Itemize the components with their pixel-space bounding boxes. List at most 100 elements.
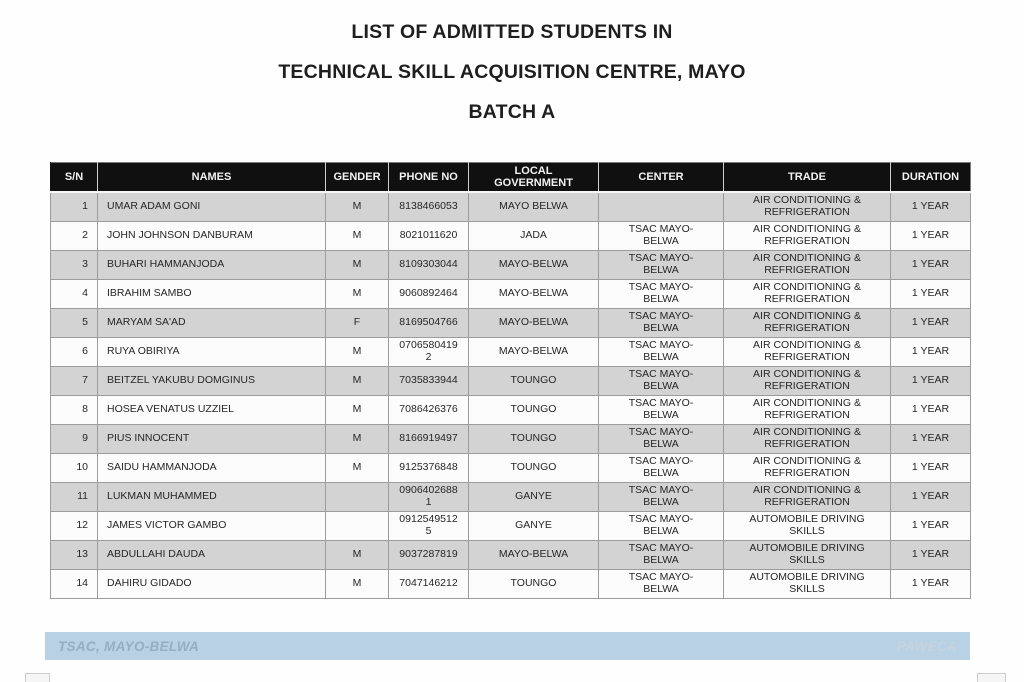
cell-text: 1 YEAR	[911, 431, 950, 444]
cell-text: GANYE	[515, 489, 552, 502]
cell-text: 1 YEAR	[911, 518, 950, 531]
table-row: 10 SAIDU HAMMANJODA M 9125376848 TOUNGO TSAC …	[50, 452, 971, 483]
cell-text: BUHARI HAMMANJODA	[107, 257, 225, 270]
cell-duration: 1 YEAR	[890, 510, 971, 541]
cell-duration: 1 YEAR	[890, 307, 971, 338]
cell-text: 8138466053	[399, 200, 458, 212]
cell-lg: TOUNGO	[468, 394, 599, 425]
cell-text: TSAC MAYO-BELWA	[628, 426, 694, 450]
column-header-trade: TRADE	[723, 162, 891, 193]
cell-text: M	[352, 402, 362, 415]
cell-names: LUKMAN MUHAMMED	[97, 481, 326, 512]
cell-text: AIR CONDITIONING & REFRIGERATION	[753, 368, 861, 392]
header-text: LOCAL GOVERNMENT	[494, 165, 573, 189]
cell-text: TOUNGO	[510, 431, 557, 444]
cell-phone: 07065804192	[388, 336, 469, 367]
table-row: 4 IBRAHIM SAMBO M 9060892464 MAYO-BELWA TSAC …	[50, 278, 971, 309]
header-text: NAMES	[191, 171, 232, 183]
cell-text: 3	[82, 257, 88, 270]
cell-trade: AIR CONDITIONING & REFRIGERATION	[723, 249, 891, 280]
cell-text: M	[352, 228, 362, 241]
cell-text: MAYO-BELWA	[498, 315, 569, 328]
cell-text: 1 YEAR	[911, 286, 950, 299]
cell-text: M	[352, 431, 362, 444]
cell-center: TSAC MAYO-BELWA	[598, 568, 724, 599]
table-row: 5 MARYAM SA'AD F 8169504766 MAYO-BELWA TSAC M…	[50, 307, 971, 338]
cell-text: 7086426376	[399, 402, 458, 415]
cell-duration: 1 YEAR	[890, 394, 971, 425]
column-header-sn: S/N	[50, 162, 98, 193]
cell-text: 07065804192	[399, 339, 458, 363]
cell-text: AIR CONDITIONING & REFRIGERATION	[753, 455, 861, 479]
table-row: 8 HOSEA VENATUS UZZIEL M 7086426376 TOUNGO TS…	[50, 394, 971, 425]
cell-text: MAYO-BELWA	[498, 257, 569, 270]
cell-lg: GANYE	[468, 481, 599, 512]
cell-phone: 8109303044	[388, 249, 469, 280]
header-text: S/N	[64, 171, 84, 183]
cell-sn: 11	[50, 481, 98, 512]
table-row: 14 DAHIRU GIDADO M 7047146212 TOUNGO TSAC MAY…	[50, 568, 971, 599]
cell-sn: 10	[50, 452, 98, 483]
table-row: 3 BUHARI HAMMANJODA M 8109303044 MAYO-BELWA T…	[50, 249, 971, 280]
cell-text: IBRAHIM SAMBO	[107, 286, 192, 299]
cell-names: MARYAM SA'AD	[97, 307, 326, 338]
header-text: PHONE NO	[399, 171, 458, 183]
cell-text: MAYO-BELWA	[498, 344, 569, 357]
cell-lg: TOUNGO	[468, 568, 599, 599]
cell-duration: 1 YEAR	[890, 539, 971, 570]
table-header: S/N NAMES GENDER PHONE NO LOCAL GOVERNME…	[50, 162, 971, 193]
cell-text: 12	[76, 518, 88, 531]
table-row: 2 JOHN JOHNSON DANBURAM M 8021011620 JADA TSA…	[50, 220, 971, 251]
cell-trade: AIR CONDITIONING & REFRIGERATION	[723, 481, 891, 512]
cell-trade: AIR CONDITIONING & REFRIGERATION	[723, 365, 891, 396]
cell-names: BEITZEL YAKUBU DOMGINUS	[97, 365, 326, 396]
cell-names: RUYA OBIRIYA	[97, 336, 326, 367]
cell-text: 2	[82, 228, 88, 241]
cell-text: 1 YEAR	[911, 315, 950, 328]
cell-gender: M	[325, 220, 389, 251]
cell-text: AUTOMOBILE DRIVING SKILLS	[749, 542, 865, 566]
cell-center: TSAC MAYO-BELWA	[598, 278, 724, 309]
cell-text: 9125376848	[399, 460, 458, 473]
cell-center: TSAC MAYO-BELWA	[598, 365, 724, 396]
table-row: 6 RUYA OBIRIYA M 07065804192 MAYO-BELWA TSAC …	[50, 336, 971, 367]
cell-duration: 1 YEAR	[890, 249, 971, 280]
cell-text: TSAC MAYO-BELWA	[628, 281, 694, 305]
column-header-duration: DURATION	[890, 162, 971, 193]
cell-text: TSAC MAYO-BELWA	[628, 455, 694, 479]
cell-text: 6	[82, 344, 88, 357]
cell-gender: M	[325, 249, 389, 280]
header-row: S/N NAMES GENDER PHONE NO LOCAL GOVERNME…	[50, 162, 971, 193]
cell-center: TSAC MAYO-BELWA	[598, 423, 724, 454]
cell-phone: 09125495125	[388, 510, 469, 541]
cell-text: 8166919497	[399, 431, 458, 444]
cell-text: TOUNGO	[510, 402, 557, 415]
cell-names: JAMES VICTOR GAMBO	[97, 510, 326, 541]
cell-gender: M	[325, 336, 389, 367]
cell-text: M	[352, 373, 362, 386]
cell-names: ABDULLAHI DAUDA	[97, 539, 326, 570]
cell-text: PIUS INNOCENT	[107, 431, 190, 444]
header-text: DURATION	[901, 171, 960, 183]
cell-names: HOSEA VENATUS UZZIEL	[97, 394, 326, 425]
cell-trade: AIR CONDITIONING & REFRIGERATION	[723, 336, 891, 367]
cell-names: JOHN JOHNSON DANBURAM	[97, 220, 326, 251]
cell-lg: TOUNGO	[468, 365, 599, 396]
cell-duration: 1 YEAR	[890, 481, 971, 512]
cell-lg: MAYO BELWA	[468, 191, 599, 222]
cell-text: AIR CONDITIONING & REFRIGERATION	[753, 281, 861, 305]
cell-text: 1 YEAR	[911, 200, 950, 212]
cell-text: TSAC MAYO-BELWA	[628, 223, 694, 247]
column-header-local-government: LOCAL GOVERNMENT	[468, 162, 599, 193]
cell-text: 1 YEAR	[911, 344, 950, 357]
title-line-2: TECHNICAL SKILL ACQUISITION CENTRE, MAYO	[278, 61, 746, 83]
cell-text: TSAC MAYO-BELWA	[628, 571, 694, 595]
cell-text: 1 YEAR	[911, 547, 950, 560]
column-header-phone: PHONE NO	[388, 162, 469, 193]
cell-text: 1 YEAR	[911, 402, 950, 415]
cell-text: 1 YEAR	[911, 576, 950, 589]
cell-phone: 9037287819	[388, 539, 469, 570]
header-text: TRADE	[788, 171, 826, 183]
cell-phone: 8169504766	[388, 307, 469, 338]
